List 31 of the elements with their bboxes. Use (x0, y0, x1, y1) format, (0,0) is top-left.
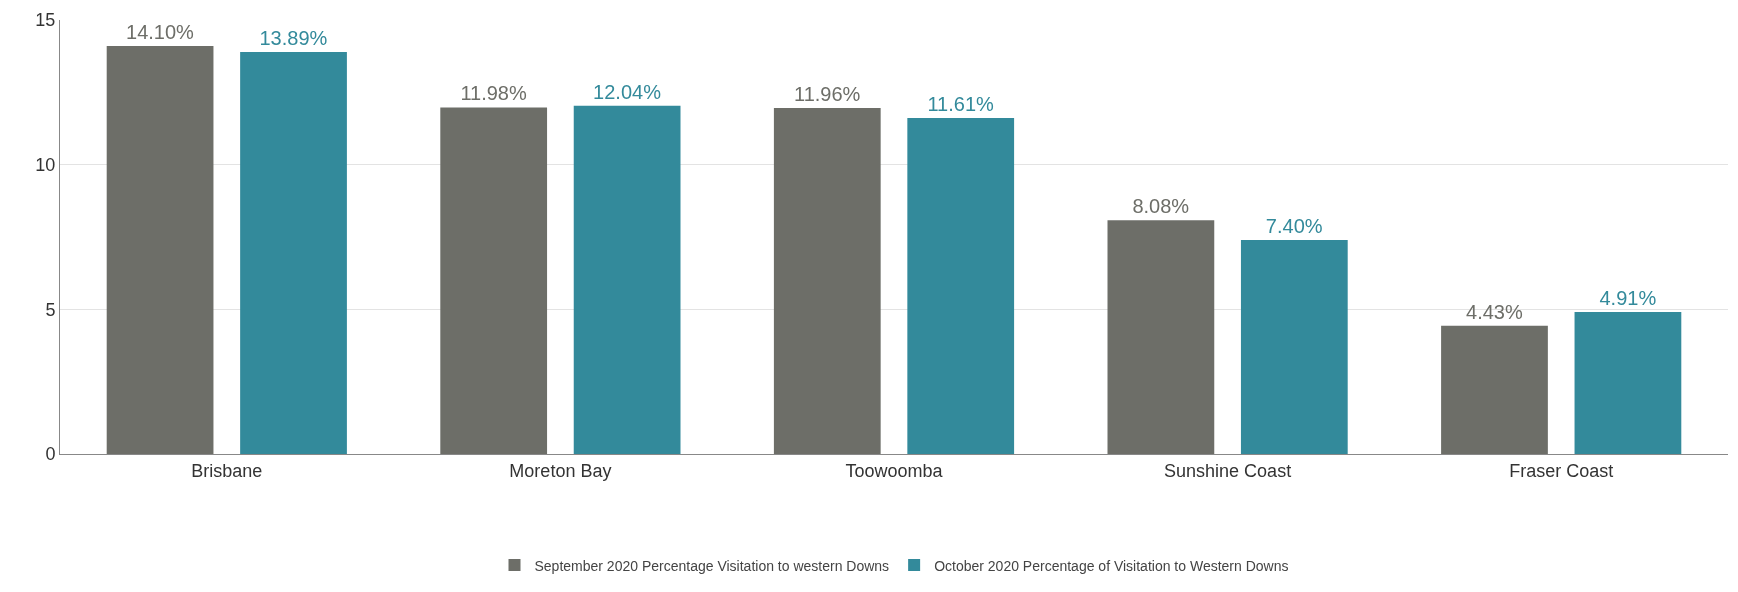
data-label: 14.10% (126, 21, 195, 44)
y-tick-label: 15 (35, 10, 56, 31)
data-label: 4.91% (1599, 286, 1657, 309)
bar (1107, 220, 1215, 454)
x-tick-label: Brisbane (191, 460, 263, 481)
x-tick-label: Moreton Bay (509, 460, 612, 481)
bar (907, 118, 1015, 454)
data-label: 4.43% (1466, 300, 1523, 323)
data-label: 12.04% (593, 80, 662, 103)
bar (573, 105, 681, 454)
y-tick-label: 10 (35, 154, 56, 175)
bar (240, 52, 347, 454)
bar (1240, 239, 1348, 454)
data-label: 13.89% (259, 27, 328, 50)
x-tick-label: Sunshine Coast (1164, 460, 1292, 481)
x-tick-label: Toowoomba (845, 460, 944, 481)
bar (1574, 311, 1682, 454)
legend-label: September 2020 Percentage Visitation to western Downs (534, 557, 890, 574)
data-label: 11.96% (794, 82, 861, 105)
legend-label: October 2020 Percentage of Visitation to Western Downs (934, 557, 1289, 574)
y-tick-label: 0 (45, 444, 56, 465)
bar (773, 107, 881, 454)
data-label: 11.61% (927, 93, 994, 116)
bar (106, 46, 214, 454)
x-tick-label: Fraser Coast (1509, 460, 1614, 481)
bar (440, 107, 548, 454)
data-label: 11.98% (460, 82, 527, 105)
data-label: 8.08% (1132, 195, 1190, 218)
bar (1441, 325, 1548, 454)
data-label: 7.40% (1265, 214, 1323, 237)
y-tick-label: 5 (45, 299, 56, 320)
